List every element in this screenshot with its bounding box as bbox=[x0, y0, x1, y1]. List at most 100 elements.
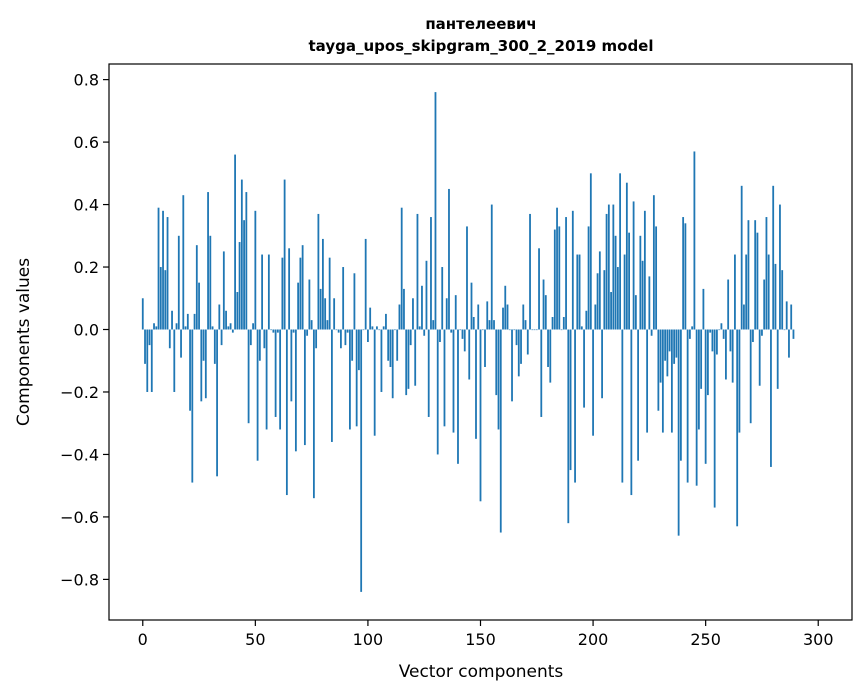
bar-265 bbox=[738, 329, 741, 433]
bar-252 bbox=[709, 329, 712, 333]
bar-255 bbox=[716, 329, 718, 355]
bar-143 bbox=[463, 329, 466, 352]
bar-108 bbox=[385, 313, 387, 330]
bar-63 bbox=[283, 179, 286, 330]
bar-248 bbox=[700, 329, 703, 389]
bar-158 bbox=[497, 329, 500, 430]
bar-258 bbox=[722, 329, 725, 339]
bar-27 bbox=[202, 329, 205, 361]
bar-274 bbox=[758, 329, 761, 386]
bar-114 bbox=[398, 304, 401, 330]
bar-147 bbox=[472, 317, 475, 330]
x-tick-label-200: 200 bbox=[578, 630, 609, 649]
bar-138 bbox=[452, 329, 455, 433]
bar-267 bbox=[743, 304, 745, 330]
bar-176 bbox=[538, 248, 540, 330]
bar-125 bbox=[423, 329, 426, 336]
bar-273 bbox=[756, 232, 759, 330]
y-tick-label-3: −0.2 bbox=[60, 383, 99, 402]
bar-62 bbox=[281, 257, 284, 330]
bar-95 bbox=[355, 329, 358, 427]
bar-240 bbox=[682, 217, 685, 330]
bar-145 bbox=[468, 329, 471, 380]
bar-32 bbox=[213, 329, 216, 364]
bar-205 bbox=[603, 270, 606, 330]
bar-74 bbox=[308, 279, 311, 330]
bar-37 bbox=[225, 310, 227, 330]
bar-277 bbox=[765, 217, 768, 330]
bar-54 bbox=[263, 329, 266, 349]
bar-52 bbox=[258, 329, 261, 361]
bar-200 bbox=[592, 329, 594, 436]
bar-289 bbox=[792, 329, 795, 339]
bar-87 bbox=[337, 329, 340, 333]
bar-250 bbox=[704, 329, 707, 464]
bar-135 bbox=[445, 298, 448, 330]
bar-170 bbox=[524, 320, 527, 330]
bar-264 bbox=[736, 329, 739, 527]
bar-228 bbox=[655, 226, 658, 330]
bar-120 bbox=[412, 298, 414, 330]
bar-33 bbox=[216, 329, 218, 477]
bar-130 bbox=[434, 92, 437, 330]
x-tick-label-100: 100 bbox=[353, 630, 384, 649]
bar-168 bbox=[520, 329, 522, 364]
bar-51 bbox=[256, 329, 259, 461]
bar-223 bbox=[643, 210, 646, 330]
bar-46 bbox=[245, 192, 248, 330]
bar-141 bbox=[459, 329, 462, 331]
bar-series bbox=[141, 92, 795, 592]
bar-179 bbox=[544, 295, 547, 330]
bar-72 bbox=[303, 329, 306, 446]
bar-201 bbox=[594, 304, 597, 330]
y-tick-label-0: −0.8 bbox=[60, 570, 99, 589]
bar-261 bbox=[729, 329, 732, 352]
bar-0 bbox=[141, 298, 144, 330]
bar-121 bbox=[414, 329, 417, 386]
bar-287 bbox=[788, 329, 790, 358]
bar-157 bbox=[495, 329, 498, 396]
bar-186 bbox=[560, 329, 563, 331]
bar-128 bbox=[430, 217, 432, 330]
bar-210 bbox=[614, 235, 617, 330]
bar-209 bbox=[612, 204, 615, 330]
bar-26 bbox=[200, 329, 203, 402]
bar-151 bbox=[481, 329, 484, 331]
bar-187 bbox=[562, 317, 565, 330]
bar-164 bbox=[511, 329, 513, 402]
bar-173 bbox=[531, 329, 534, 331]
chart-title-line1: пантелеевич bbox=[425, 15, 536, 33]
bar-12 bbox=[168, 329, 171, 349]
bar-148 bbox=[475, 329, 477, 439]
bar-230 bbox=[659, 329, 662, 383]
bar-96 bbox=[358, 329, 360, 371]
bar-49 bbox=[252, 323, 254, 330]
bar-94 bbox=[353, 273, 356, 330]
bar-55 bbox=[265, 329, 268, 430]
bar-253 bbox=[711, 329, 714, 352]
bar-244 bbox=[691, 326, 694, 330]
bar-280 bbox=[772, 185, 775, 330]
bar-59 bbox=[274, 329, 277, 417]
bar-160 bbox=[502, 307, 504, 330]
bar-226 bbox=[650, 329, 653, 336]
bar-5 bbox=[153, 323, 155, 330]
bar-220 bbox=[637, 329, 640, 461]
bar-203 bbox=[598, 251, 601, 330]
bar-105 bbox=[378, 329, 381, 331]
bar-254 bbox=[713, 329, 716, 508]
y-tick-label-2: −0.4 bbox=[60, 445, 99, 464]
bar-239 bbox=[679, 329, 682, 461]
bar-165 bbox=[513, 329, 516, 331]
bar-142 bbox=[461, 329, 464, 339]
x-axis-label: Vector components bbox=[399, 662, 564, 682]
bar-256 bbox=[718, 329, 721, 331]
bar-175 bbox=[535, 329, 538, 331]
bar-35 bbox=[220, 329, 223, 346]
bar-283 bbox=[779, 204, 781, 330]
bar-221 bbox=[639, 235, 642, 330]
bar-1 bbox=[144, 329, 146, 364]
bar-192 bbox=[574, 329, 576, 483]
bar-48 bbox=[249, 329, 252, 346]
bar-82 bbox=[326, 320, 329, 330]
